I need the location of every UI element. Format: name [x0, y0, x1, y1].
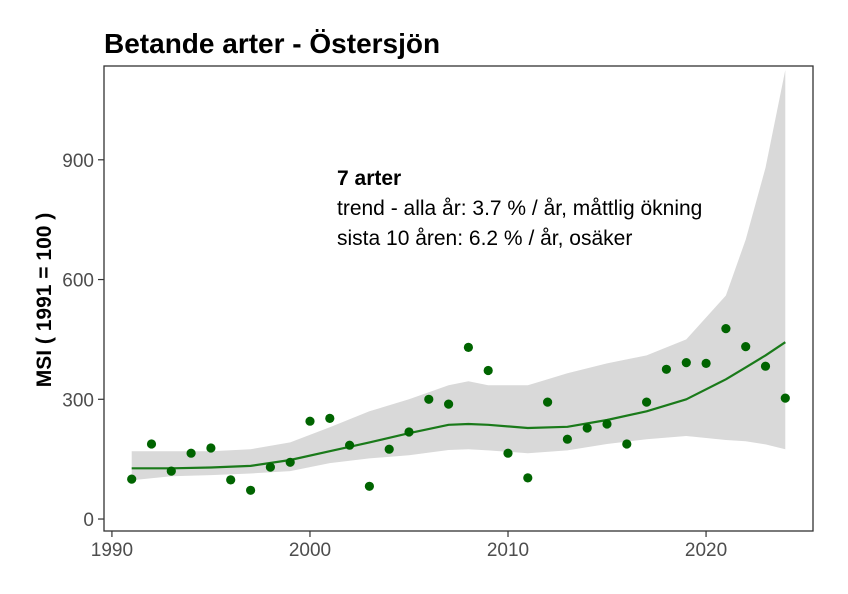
- data-point: [721, 324, 731, 334]
- y-tick-label: 0: [83, 510, 94, 531]
- data-point: [345, 440, 355, 450]
- y-axis-title: MSI ( 1991 = 100 ): [33, 213, 56, 388]
- y-tick-label: 900: [62, 151, 94, 172]
- annotation-trend-all-years: trend - alla år: 3.7 % / år, måttlig ökn…: [337, 197, 702, 220]
- data-point: [424, 394, 434, 404]
- data-point: [760, 361, 771, 371]
- data-point: [503, 448, 513, 458]
- data-point: [404, 427, 414, 437]
- data-point: [186, 448, 196, 458]
- data-point: [780, 393, 790, 403]
- x-tick-label: 1990: [91, 540, 133, 561]
- data-point: [602, 419, 612, 429]
- data-point: [127, 474, 137, 484]
- data-point: [582, 423, 592, 433]
- data-point: [523, 473, 533, 483]
- data-point: [562, 434, 573, 444]
- data-point: [463, 342, 473, 352]
- y-axis: 0 300 600 900: [62, 151, 104, 531]
- data-point: [226, 475, 236, 485]
- plot-panel-border: [103, 65, 814, 532]
- data-point: [325, 413, 335, 423]
- trend-line: [131, 341, 786, 470]
- x-tick-label: 2010: [487, 540, 529, 561]
- data-point: [246, 485, 256, 495]
- annotation-species-count: 7 arter: [337, 167, 401, 190]
- data-point: [661, 364, 672, 374]
- data-point: [206, 443, 216, 453]
- data-point: [305, 416, 315, 426]
- data-point: [265, 462, 275, 472]
- data-point: [146, 439, 157, 449]
- data-point: [642, 397, 652, 407]
- x-axis: 1990 2000 2010 2020: [91, 531, 727, 561]
- y-tick-label: 600: [62, 271, 94, 292]
- confidence-band: [131, 70, 786, 481]
- data-point: [622, 439, 632, 449]
- chart-title: Betande arter - Östersjön: [104, 28, 441, 59]
- data-point: [364, 481, 374, 491]
- data-point: [444, 399, 454, 409]
- data-point: [483, 365, 493, 376]
- data-point: [384, 444, 394, 454]
- x-tick-label: 2000: [289, 540, 331, 561]
- data-point: [166, 466, 176, 476]
- x-tick-label: 2020: [685, 540, 727, 561]
- data-point: [285, 457, 295, 467]
- data-point: [681, 358, 691, 368]
- data-point: [741, 342, 751, 352]
- y-tick-label: 300: [62, 390, 94, 411]
- trend-line-layer: [131, 341, 786, 470]
- confidence-band-layer: [131, 70, 786, 481]
- data-point: [543, 397, 553, 407]
- data-point: [701, 358, 711, 368]
- data-points-layer: [127, 324, 790, 495]
- annotation-trend-last-10-years: sista 10 åren: 6.2 % / år, osäker: [337, 227, 632, 250]
